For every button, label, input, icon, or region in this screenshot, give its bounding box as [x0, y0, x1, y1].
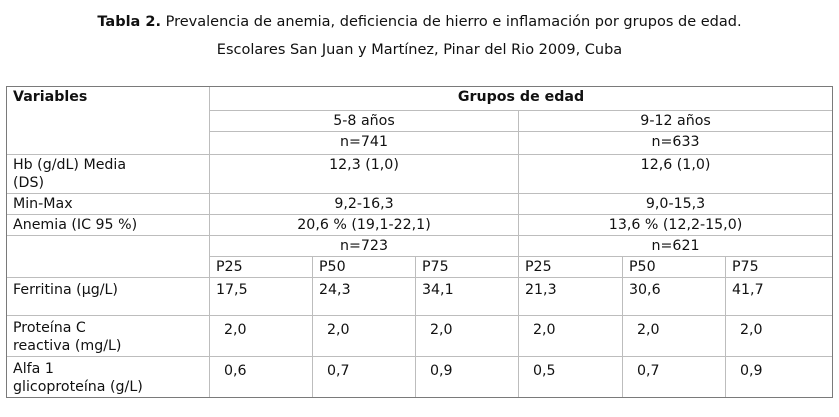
percentile-header: P75 [416, 257, 519, 278]
table-row: Ferritina (µg/L) 17,5 24,3 34,1 21,3 30,… [7, 278, 833, 316]
proteina-value: 2,0 [623, 316, 726, 357]
table-row: Anemia (IC 95 %) 20,6 % (19,1-22,1) 13,6… [7, 215, 833, 236]
table-row: Hb (g/dL) Media (DS) 12,3 (1,0) 12,6 (1,… [7, 155, 833, 194]
group1-n: n=741 [210, 132, 519, 155]
row-label-ferritina: Ferritina (µg/L) [7, 278, 210, 316]
row-label-hb-line1: Hb (g/dL) Media [13, 157, 127, 173]
table-row: n=741 n=633 [7, 132, 833, 155]
ferritina-value: 21,3 [519, 278, 623, 316]
anemia-group2: 13,6 % (12,2-15,0) [519, 215, 833, 236]
table-caption-title: Tabla 2. Prevalencia de anemia, deficien… [0, 14, 839, 30]
proteina-value: 2,0 [416, 316, 519, 357]
row-label-proteina: Proteína C reactiva (mg/L) [7, 316, 210, 357]
row-label-anemia: Anemia (IC 95 %) [7, 215, 210, 236]
table-row: Variables Grupos de edad [7, 87, 833, 155]
alfa-value: 0,7 [623, 357, 726, 397]
percentile-header: P50 [313, 257, 416, 278]
group2-n: n=633 [519, 132, 833, 155]
row-label-proteina-line2: reactiva (mg/L) [13, 338, 122, 354]
ferritina-value: 17,5 [210, 278, 313, 316]
ferritina-value: 24,3 [313, 278, 416, 316]
alfa-value: 0,9 [416, 357, 519, 397]
alfa-value: 0,5 [519, 357, 623, 397]
table-row: P25 P50 P75 P25 P50 P75 [7, 257, 833, 278]
hb-group2: 12,6 (1,0) [519, 155, 833, 194]
group2-n2: n=621 [519, 236, 833, 257]
alfa-value: 0,7 [313, 357, 416, 397]
alfa-value: 0,9 [740, 363, 763, 379]
table-row: Proteína C reactiva (mg/L) 2,0 2,0 2,0 2… [7, 316, 833, 357]
minmax-group2: 9,0-15,3 [519, 194, 833, 215]
row-label-minmax: Min-Max [7, 194, 210, 215]
row-label-alfa-line1: Alfa 1 [13, 361, 54, 377]
percentile-header: P50 [623, 257, 726, 278]
percentile-header: P25 [210, 257, 313, 278]
row-label-proteina-line1: Proteína C [13, 320, 86, 336]
hb-group1: 12,3 (1,0) [210, 155, 519, 194]
table-row: 5-8 años 9-12 años [7, 111, 833, 132]
group1-label: 5-8 años [210, 111, 519, 132]
table-row: Min-Max 9,2-16,3 9,0-15,3 [7, 194, 833, 215]
proteina-value: 2,0 [313, 316, 416, 357]
row-label-alfa: Alfa 1 glicoproteína (g/L) [7, 357, 210, 397]
anemia-group1: 20,6 % (19,1-22,1) [210, 215, 519, 236]
empty-label-cell [7, 236, 210, 278]
group1-n2: n=723 [210, 236, 519, 257]
table-caption-label: Tabla 2. [97, 14, 161, 30]
groups-header: Grupos de edad [210, 87, 833, 111]
proteina-value: 2,0 [519, 316, 623, 357]
variables-header: Variables [7, 87, 210, 155]
ferritina-value: 30,6 [623, 278, 726, 316]
row-label-alfa-line2: glicoproteína (g/L) [13, 379, 143, 395]
data-table: Variables Grupos de edad 5-8 años 9-12 a… [6, 86, 834, 398]
table-row: n=723 n=621 [7, 236, 833, 278]
alfa-value: 0,6 [210, 357, 313, 397]
group2-label: 9-12 años [519, 111, 833, 132]
proteina-value: 2,0 [210, 316, 313, 357]
minmax-group1: 9,2-16,3 [210, 194, 519, 215]
table-caption-subtitle: Escolares San Juan y Martínez, Pinar del… [216, 42, 623, 58]
table-caption-text: Prevalencia de anemia, deficiencia de hi… [165, 14, 742, 30]
row-label-hb: Hb (g/dL) Media (DS) [7, 155, 210, 194]
ferritina-value: 41,7 [726, 278, 833, 316]
table-row: Alfa 1 glicoproteína (g/L) 0,6 0,7 0,9 0… [7, 357, 832, 397]
row-label-hb-line2: (DS) [13, 175, 45, 191]
proteina-value: 2,0 [726, 316, 833, 357]
percentile-header: P25 [519, 257, 623, 278]
percentile-header: P75 [726, 257, 833, 278]
ferritina-value: 34,1 [416, 278, 519, 316]
